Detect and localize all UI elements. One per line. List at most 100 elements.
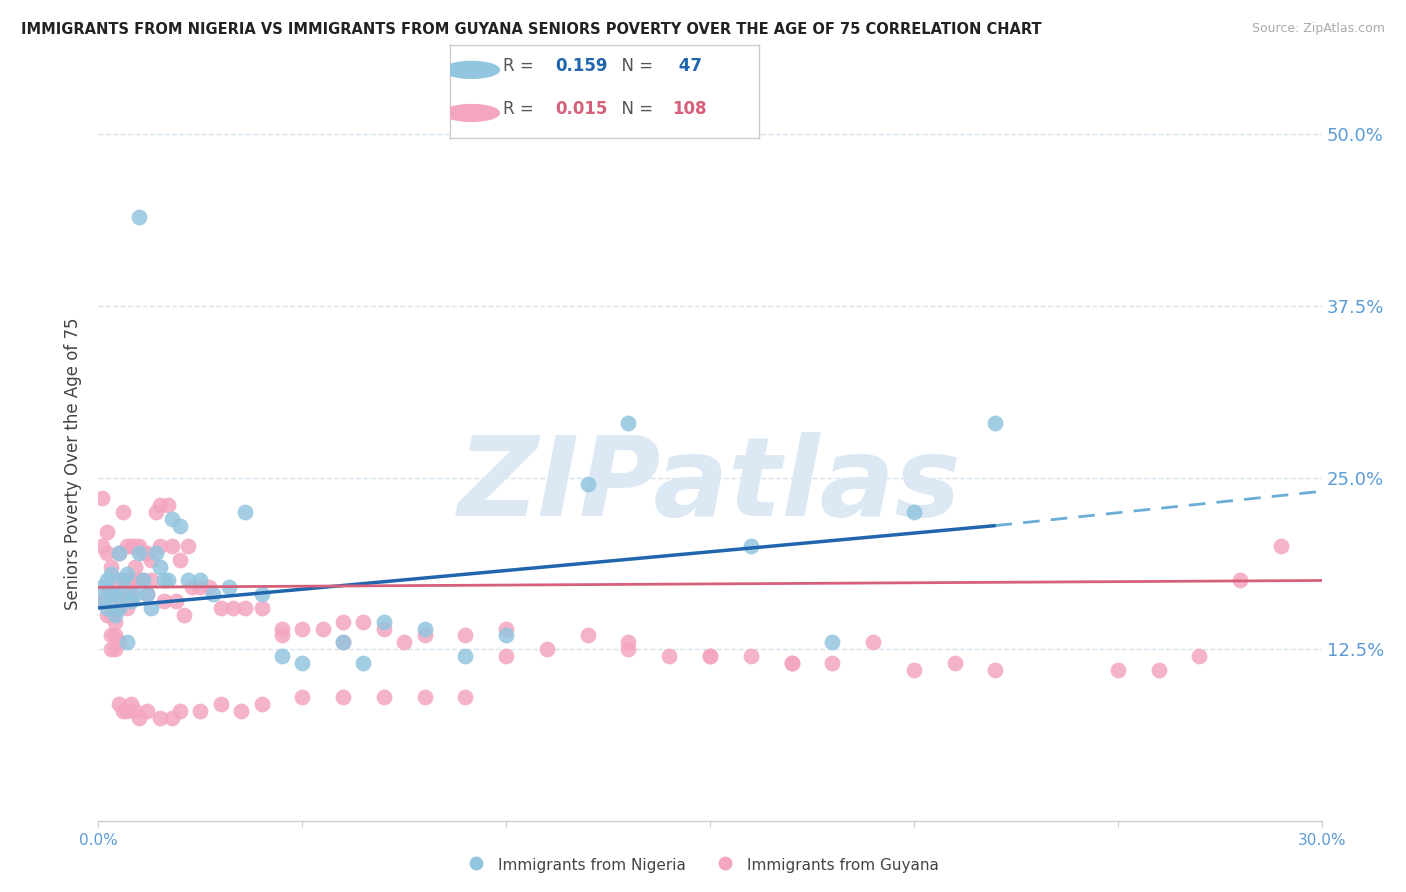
Point — [156, 574, 179, 588]
Point — [862, 635, 884, 649]
Point — [96, 580, 118, 594]
Point — [145, 546, 167, 560]
Legend: Immigrants from Nigeria, Immigrants from Guyana: Immigrants from Nigeria, Immigrants from… — [461, 850, 945, 880]
Point — [128, 210, 150, 224]
Point — [413, 622, 436, 636]
Point — [141, 574, 163, 588]
Point — [201, 587, 224, 601]
Point — [111, 505, 134, 519]
Point — [699, 648, 721, 663]
Point — [160, 512, 183, 526]
Point — [903, 505, 925, 519]
Point — [108, 601, 131, 615]
Point — [250, 601, 273, 615]
Point — [291, 656, 314, 670]
Point — [136, 587, 159, 601]
Point — [576, 477, 599, 491]
Point — [373, 690, 395, 705]
Point — [120, 594, 142, 608]
Point — [177, 574, 200, 588]
Point — [617, 642, 640, 657]
Point — [149, 539, 172, 553]
Point — [454, 648, 477, 663]
Point — [160, 711, 183, 725]
Text: N =: N = — [610, 56, 658, 75]
Point — [291, 622, 314, 636]
Point — [108, 697, 131, 711]
Point — [111, 574, 134, 588]
Point — [115, 574, 138, 588]
Point — [165, 594, 187, 608]
Point — [617, 635, 640, 649]
Point — [332, 635, 354, 649]
Text: Source: ZipAtlas.com: Source: ZipAtlas.com — [1251, 22, 1385, 36]
Point — [96, 601, 118, 615]
Point — [250, 697, 273, 711]
Point — [108, 546, 131, 560]
Point — [270, 628, 294, 642]
Point — [104, 587, 127, 601]
Circle shape — [444, 62, 499, 78]
Point — [108, 635, 131, 649]
Point — [218, 580, 240, 594]
Point — [124, 539, 146, 553]
Point — [177, 539, 200, 553]
Point — [124, 704, 146, 718]
Point — [413, 690, 436, 705]
Point — [104, 601, 127, 615]
Point — [104, 642, 127, 657]
Point — [115, 704, 138, 718]
Text: 30.0%: 30.0% — [1298, 833, 1346, 848]
Text: 47: 47 — [672, 56, 702, 75]
Point — [740, 648, 762, 663]
Point — [128, 539, 150, 553]
Point — [1229, 574, 1251, 588]
Point — [132, 574, 155, 588]
Point — [943, 656, 966, 670]
Point — [188, 704, 212, 718]
Point — [100, 642, 122, 657]
Point — [222, 601, 245, 615]
Point — [780, 656, 803, 670]
Point — [111, 587, 134, 601]
Point — [152, 594, 174, 608]
Text: R =: R = — [502, 56, 538, 75]
Point — [124, 559, 146, 574]
Text: 0.015: 0.015 — [555, 100, 607, 118]
Point — [156, 498, 179, 512]
Point — [413, 628, 436, 642]
Point — [108, 574, 131, 588]
Point — [160, 539, 183, 553]
Point — [984, 416, 1007, 430]
Point — [100, 587, 122, 601]
Point — [1147, 663, 1170, 677]
Point — [197, 580, 219, 594]
Point — [100, 628, 122, 642]
Point — [120, 587, 142, 601]
Point — [136, 587, 159, 601]
Point — [740, 539, 762, 553]
Point — [108, 546, 131, 560]
Point — [188, 574, 212, 588]
Point — [181, 580, 204, 594]
Point — [352, 656, 374, 670]
Point — [1188, 648, 1211, 663]
Point — [169, 553, 191, 567]
Point — [149, 559, 172, 574]
Text: 0.159: 0.159 — [555, 56, 607, 75]
Point — [495, 648, 517, 663]
Point — [100, 559, 122, 574]
Point — [617, 416, 640, 430]
Point — [91, 580, 114, 594]
Point — [173, 607, 195, 622]
Point — [821, 656, 844, 670]
Point — [91, 491, 114, 505]
Point — [111, 574, 134, 588]
Point — [141, 601, 163, 615]
Point — [132, 574, 155, 588]
Point — [115, 601, 138, 615]
Point — [576, 628, 599, 642]
Point — [332, 690, 354, 705]
Point — [233, 601, 256, 615]
Point — [1270, 539, 1292, 553]
